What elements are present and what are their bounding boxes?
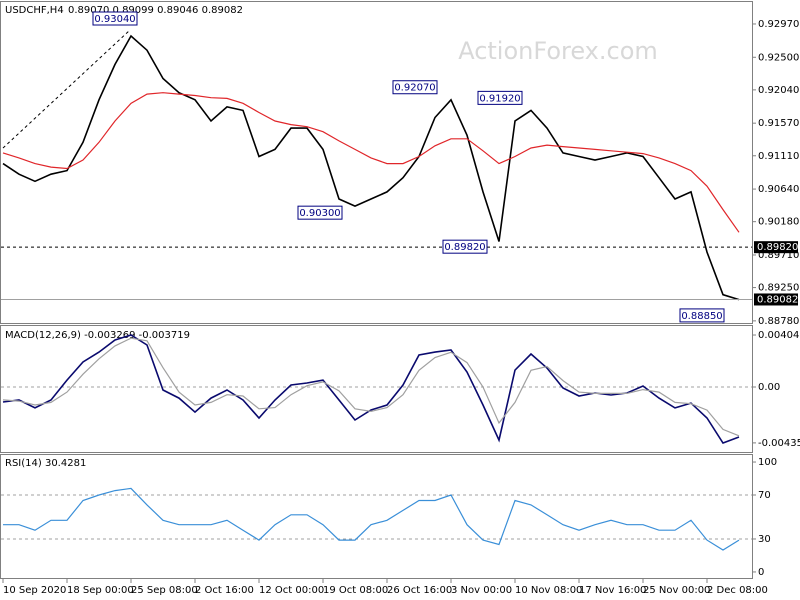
annotation-label: 0.92070: [394, 83, 435, 94]
y-tick-label: 30: [758, 534, 771, 545]
y-tick-label: 0: [758, 567, 764, 578]
x-tick-label: 2 Oct 16:00: [195, 585, 254, 596]
watermark: ActionForex.com: [458, 37, 658, 65]
macd-title: MACD(12,26,9) -0.003269 -0.003719: [5, 330, 190, 341]
series-line: [2, 92, 740, 233]
annotation-label: 0.89820: [444, 242, 485, 253]
x-tick-label: 2 Dec 08:00: [707, 585, 768, 596]
rsi-frame: [0, 454, 753, 579]
y-tick-label: 0.89250: [758, 283, 799, 294]
annotation-box: [477, 90, 523, 105]
x-tick-label: 19 Oct 08:00: [323, 585, 388, 596]
y-tick-label: 100: [758, 457, 777, 468]
y-tick-label: 0.92500: [758, 52, 799, 63]
x-tick-label: 3 Nov 00:00: [451, 585, 512, 596]
annotation-box: [442, 239, 488, 254]
y-tick-label: 0.89710: [758, 250, 799, 261]
level-box: [754, 293, 798, 306]
annotation-box: [679, 308, 725, 323]
y-tick-label: 70: [758, 490, 771, 501]
annotation-label: 0.91920: [479, 93, 520, 104]
y-tick-label: 0.92040: [758, 85, 799, 96]
x-tick-label: 25 Sep 08:00: [131, 585, 198, 596]
x-tick-label: 18 Sep 00:00: [67, 585, 134, 596]
price-frame: [0, 1, 753, 324]
quote: 0.89070 0.89099 0.89046 0.89082: [68, 5, 243, 16]
annotation-label: 0.88850: [681, 311, 722, 322]
y-tick-label: 0.90180: [758, 217, 799, 228]
y-tick-label: 0.91570: [758, 118, 799, 129]
y-tick-label: 0.00: [758, 382, 780, 393]
x-tick-label: 26 Oct 16:00: [387, 585, 452, 596]
y-tick-label: 0.92970: [758, 19, 799, 30]
series-line: [2, 337, 740, 437]
x-tick-label: 12 Oct 00:00: [259, 585, 324, 596]
x-tick-label: 10 Sep 2020: [3, 585, 66, 596]
series-line: [3, 487, 740, 551]
series-line: [2, 334, 740, 444]
level-box: [754, 241, 798, 254]
level-label: 0.89820: [757, 242, 798, 253]
y-tick-label: 0.91110: [758, 151, 799, 162]
annotation-box: [92, 11, 138, 26]
annotation-label: 0.93040: [94, 14, 135, 25]
x-tick-label: 25 Nov 00:00: [643, 585, 710, 596]
symbol-title: USDCHF,H4: [5, 5, 64, 16]
trend-line: [2, 29, 131, 149]
rsi-title: RSI(14) 30.4281: [5, 458, 86, 469]
annotation-box: [392, 80, 438, 95]
macd-frame: [0, 325, 753, 453]
y-tick-label: 0.88780: [758, 316, 799, 327]
level-label: 0.89082: [757, 294, 798, 305]
x-tick-label: 10 Nov 08:00: [515, 585, 582, 596]
annotation-box: [297, 205, 343, 220]
y-tick-label: 0.90640: [758, 184, 799, 195]
x-tick-label: 17 Nov 16:00: [579, 585, 646, 596]
annotation-label: 0.90300: [299, 208, 340, 219]
series-line: [2, 34, 740, 301]
y-tick-label: 0.004048: [758, 330, 800, 341]
